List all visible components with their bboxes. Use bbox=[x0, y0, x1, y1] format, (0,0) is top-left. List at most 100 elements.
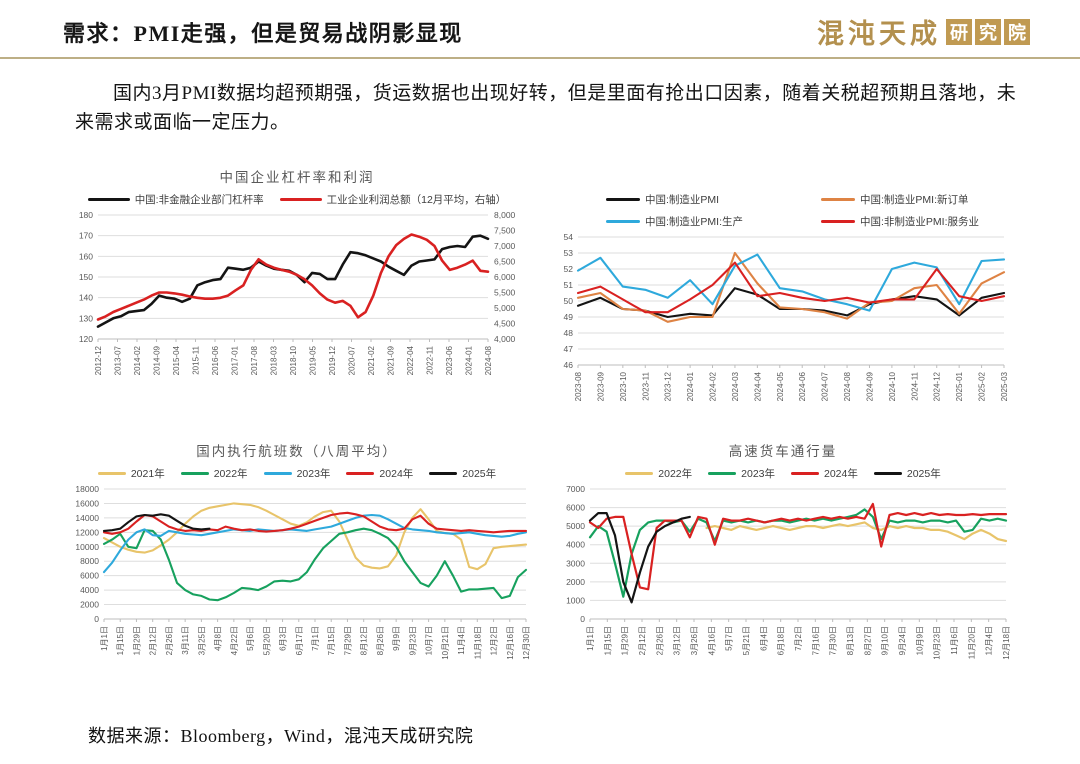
legend-label: 2025年 bbox=[906, 468, 941, 480]
summary-paragraph: 国内3月PMI数据均超预期强，货运数据也出现好转，但是里面有抢出口因素，随着关税… bbox=[75, 83, 1017, 133]
legend-swatch-icon bbox=[263, 472, 292, 475]
svg-text:8月26日: 8月26日 bbox=[376, 626, 385, 655]
svg-text:1月29日: 1月29日 bbox=[132, 626, 141, 655]
chart-canvas: 46 47 48 49 50 51 52 53 54 2023-08 2023-09 2023-10 2… bbox=[548, 233, 1018, 429]
svg-text:6月17日: 6月17日 bbox=[295, 626, 304, 655]
svg-text:6月4日: 6月4日 bbox=[759, 626, 768, 651]
svg-text:2014-02: 2014-02 bbox=[133, 345, 142, 375]
svg-text:160: 160 bbox=[79, 251, 93, 261]
svg-text:2025-02: 2025-02 bbox=[978, 371, 987, 401]
legend-item: 2023年 bbox=[708, 466, 775, 481]
legend-label: 中国:非制造业PMI:服务业 bbox=[860, 216, 980, 228]
svg-text:2021-09: 2021-09 bbox=[387, 345, 396, 375]
svg-text:2024-02: 2024-02 bbox=[709, 371, 718, 401]
svg-text:4月16日: 4月16日 bbox=[707, 626, 716, 655]
legend-label: 中国:制造业PMI:新订单 bbox=[860, 194, 969, 206]
svg-text:12000: 12000 bbox=[75, 527, 99, 537]
legend-swatch-icon bbox=[346, 472, 375, 475]
legend-swatch-icon bbox=[708, 472, 737, 475]
svg-text:2023-06: 2023-06 bbox=[445, 345, 454, 375]
svg-text:3月26日: 3月26日 bbox=[690, 626, 699, 655]
legend-label: 2023年 bbox=[296, 468, 331, 480]
svg-text:5月6日: 5月6日 bbox=[246, 626, 255, 651]
svg-text:4月22日: 4月22日 bbox=[230, 626, 239, 655]
svg-text:10月23日: 10月23日 bbox=[933, 626, 942, 660]
legend-swatch-icon bbox=[791, 472, 819, 475]
legend-item: 2024年 bbox=[346, 466, 413, 481]
svg-text:11月4日: 11月4日 bbox=[457, 626, 466, 655]
legend-swatch-icon bbox=[279, 198, 322, 201]
legend-item: 2021年 bbox=[97, 466, 165, 481]
svg-text:2023-12: 2023-12 bbox=[664, 371, 673, 401]
legend-item: 2022年 bbox=[180, 466, 248, 481]
legend-item: 工业企业利润总额（12月平均，右轴） bbox=[279, 192, 506, 207]
svg-text:1月1日: 1月1日 bbox=[586, 626, 595, 651]
svg-text:2025-01: 2025-01 bbox=[955, 371, 964, 401]
chart-title: 国内执行航班数（八周平均） bbox=[196, 444, 398, 459]
legend-label: 2024年 bbox=[379, 468, 414, 480]
svg-text:2022-04: 2022-04 bbox=[406, 345, 415, 375]
logo-wordmark: 混沌天成 bbox=[817, 19, 941, 49]
svg-text:7月15日: 7月15日 bbox=[327, 626, 336, 655]
legend-item: 中国:非金融企业部门杠杆率 bbox=[87, 192, 264, 207]
svg-text:170: 170 bbox=[79, 231, 93, 241]
svg-text:2000: 2000 bbox=[80, 600, 99, 610]
svg-text:3月25日: 3月25日 bbox=[197, 626, 206, 655]
svg-text:11月20日: 11月20日 bbox=[967, 626, 976, 659]
svg-text:48: 48 bbox=[564, 328, 574, 338]
legend-item: 2025年 bbox=[429, 466, 496, 481]
legend-item: 中国:制造业PMI bbox=[606, 192, 821, 207]
svg-text:2024-06: 2024-06 bbox=[798, 371, 807, 401]
svg-text:10月7日: 10月7日 bbox=[425, 626, 434, 655]
svg-text:1月15日: 1月15日 bbox=[603, 626, 612, 655]
svg-text:8月12日: 8月12日 bbox=[360, 626, 369, 655]
legend-item: 中国:制造业PMI:新订单 bbox=[821, 192, 1036, 207]
svg-text:51: 51 bbox=[564, 280, 574, 290]
chart-highway-trucks: 高速货车通行量 2022年 2023年 2024年 2025年 0 1000 2000 3000… bbox=[548, 440, 1018, 681]
svg-text:11月18日: 11月18日 bbox=[473, 626, 482, 659]
svg-text:2024-10: 2024-10 bbox=[888, 371, 897, 401]
svg-text:5,500: 5,500 bbox=[494, 288, 516, 298]
svg-text:2017-08: 2017-08 bbox=[250, 345, 259, 375]
chart-plot: 46 47 48 49 50 51 52 53 54 2023-08 2023-09 2023-10 2… bbox=[564, 233, 1009, 401]
svg-text:46: 46 bbox=[564, 360, 574, 370]
svg-text:12月18日: 12月18日 bbox=[1002, 626, 1011, 660]
svg-text:8月27日: 8月27日 bbox=[863, 626, 872, 655]
svg-text:49: 49 bbox=[564, 312, 574, 322]
legend-label: 2022年 bbox=[213, 468, 248, 480]
legend-item: 中国:制造业PMI:生产 bbox=[606, 214, 821, 229]
svg-text:4000: 4000 bbox=[80, 585, 99, 595]
svg-text:10月9日: 10月9日 bbox=[915, 626, 924, 655]
svg-text:4月8日: 4月8日 bbox=[214, 626, 223, 651]
svg-text:2024-01: 2024-01 bbox=[686, 371, 695, 401]
svg-text:10月21日: 10月21日 bbox=[441, 626, 450, 660]
legend-label: 2021年 bbox=[130, 468, 165, 480]
svg-text:7月2日: 7月2日 bbox=[794, 626, 803, 651]
svg-text:2018-03: 2018-03 bbox=[270, 345, 279, 375]
chart-legend: 2022年 2023年 2024年 2025年 bbox=[548, 466, 1018, 481]
svg-text:7月30日: 7月30日 bbox=[829, 626, 838, 655]
svg-text:2024-04: 2024-04 bbox=[753, 371, 762, 401]
company-logo: 混沌天成 研究院 bbox=[817, 12, 1030, 51]
svg-text:5000: 5000 bbox=[566, 521, 585, 531]
svg-text:2017-01: 2017-01 bbox=[231, 345, 240, 375]
logo-seal-char: 院 bbox=[1004, 18, 1030, 45]
legend-swatch-icon bbox=[180, 472, 209, 475]
svg-text:2024-11: 2024-11 bbox=[910, 371, 919, 400]
svg-text:6,000: 6,000 bbox=[494, 272, 516, 282]
header-divider bbox=[0, 57, 1080, 59]
svg-text:2013-07: 2013-07 bbox=[114, 345, 123, 375]
svg-text:18000: 18000 bbox=[75, 485, 99, 494]
chart-title: 高速货车通行量 bbox=[728, 444, 838, 459]
data-source-note: 数据来源：Bloomberg，Wind，混沌天成研究院 bbox=[88, 726, 474, 746]
page-title: 需求：PMI走强，但是贸易战阴影显现 bbox=[63, 21, 463, 46]
svg-text:12月2日: 12月2日 bbox=[490, 626, 499, 655]
legend-label: 2022年 bbox=[658, 468, 693, 480]
svg-text:2015-04: 2015-04 bbox=[172, 345, 181, 375]
svg-text:130: 130 bbox=[79, 313, 93, 323]
svg-text:8月13日: 8月13日 bbox=[846, 626, 855, 655]
svg-text:9月9日: 9月9日 bbox=[392, 626, 401, 651]
svg-text:5月21日: 5月21日 bbox=[742, 626, 751, 655]
svg-text:7,500: 7,500 bbox=[494, 226, 516, 236]
chart-legend: 中国:制造业PMI 中国:制造业PMI:新订单中国:制造业PMI:生产 中国:非制造… bbox=[548, 192, 1018, 229]
